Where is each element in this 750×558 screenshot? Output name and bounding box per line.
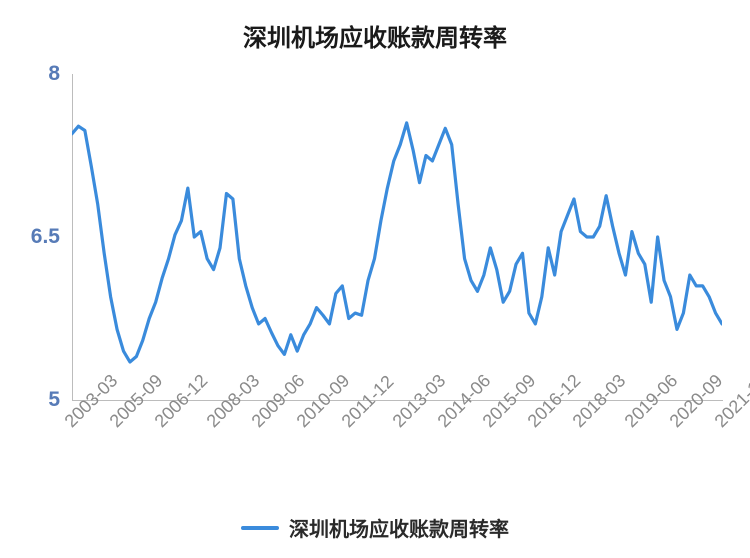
x-tick-label: 2016-12 [524,417,539,432]
chart-title: 深圳机场应收账款周转率 [0,0,750,53]
x-tick-label: 2006-12 [151,417,166,432]
series-line [72,123,722,362]
x-tick-label: 2009-06 [247,417,262,432]
legend-label: 深圳机场应收账款周转率 [289,513,509,542]
y-tick-label: 8 [0,62,60,86]
line-series [72,74,722,400]
x-tick-label: 2018-03 [569,417,584,432]
x-tick-label: 2011-12 [337,417,352,432]
x-tick-label: 2003-03 [61,417,76,432]
x-tick-label: 2020-09 [666,417,681,432]
x-tick-label: 2021-12 [711,417,726,432]
x-tick-label: 2005-09 [106,417,121,432]
x-tick-label: 2010-09 [292,417,307,432]
x-tick-label: 2019-06 [620,417,635,432]
y-tick-label: 5 [0,388,60,412]
x-tick-label: 2013-03 [389,417,404,432]
plot-area [72,74,722,400]
legend-swatch [241,526,279,530]
chart-container: 深圳机场应收账款周转率 深圳机场应收账款周转率 5 6.5 8 2003-03 2005… [0,0,750,558]
x-tick-label: 2015-09 [479,417,494,432]
legend: 深圳机场应收账款周转率 [0,513,750,542]
y-tick-label: 6.5 [0,225,60,249]
x-tick-label: 2008-03 [202,417,217,432]
x-tick-label: 2014-06 [434,417,449,432]
